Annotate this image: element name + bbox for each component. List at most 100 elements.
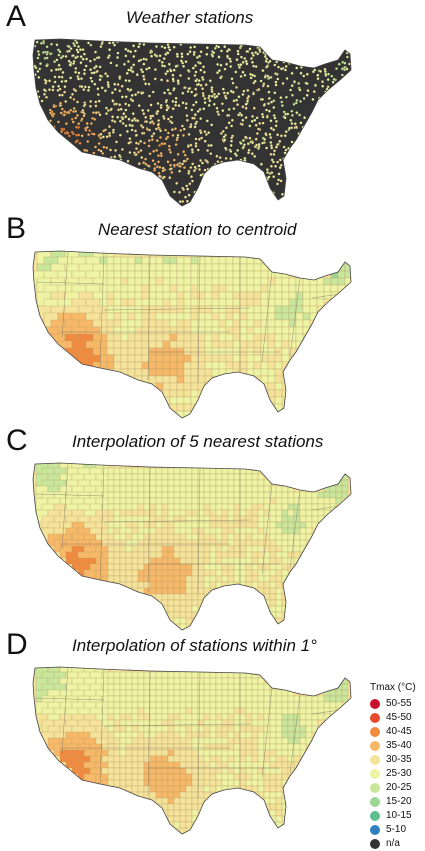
county-cell [161, 605, 169, 613]
county-cell [173, 479, 181, 487]
county-cell [107, 557, 115, 565]
county-cell [173, 743, 181, 751]
station-marker [185, 114, 189, 118]
county-cell [149, 503, 157, 511]
station-marker [267, 109, 271, 113]
county-cell [179, 527, 187, 535]
station-marker [212, 102, 216, 106]
county-cell [155, 354, 164, 363]
county-cell [179, 803, 187, 811]
county-cell [251, 677, 259, 685]
county-cell [225, 277, 234, 286]
county-cell [131, 713, 139, 721]
county-cell [316, 277, 325, 286]
station-marker [279, 134, 283, 138]
county-cell [233, 557, 241, 565]
county-cell [185, 821, 193, 829]
county-cell [330, 284, 339, 293]
county-cell [239, 485, 247, 493]
county-cell [125, 719, 133, 727]
county-cell [221, 581, 229, 589]
county-cell [185, 713, 193, 721]
station-marker [68, 63, 72, 67]
county-cell [275, 701, 283, 709]
county-cell [148, 347, 157, 356]
county-cell [293, 749, 301, 757]
station-marker [194, 144, 198, 148]
county-cell [167, 809, 175, 817]
county-cell [143, 575, 151, 583]
county-cell [185, 815, 193, 823]
county-cell [125, 713, 133, 721]
station-marker [210, 123, 214, 127]
county-cell [288, 305, 297, 314]
county-cell [203, 581, 211, 589]
county-cell [173, 605, 181, 613]
county-cell [162, 354, 171, 363]
county-cell [281, 539, 289, 547]
county-cell [191, 575, 199, 583]
station-marker [56, 120, 61, 124]
station-marker [157, 126, 161, 130]
station-marker [162, 175, 166, 179]
station-marker [174, 103, 178, 107]
station-marker [219, 76, 223, 80]
county-cell [190, 319, 199, 328]
county-cell [197, 509, 205, 517]
legend-swatch [370, 782, 380, 793]
county-cell [155, 569, 163, 577]
county-cell [260, 347, 269, 356]
county-cell [203, 785, 211, 793]
county-cell [155, 347, 164, 356]
county-cell [167, 791, 175, 799]
station-marker [207, 94, 211, 98]
county-cell [299, 731, 307, 739]
station-marker [272, 128, 276, 132]
county-cell [233, 491, 241, 499]
county-cell [215, 467, 223, 475]
county-cell [120, 256, 129, 265]
station-marker [153, 162, 157, 166]
station-marker [51, 85, 55, 89]
county-cell [309, 284, 318, 293]
county-cell [274, 277, 283, 286]
county-cell [155, 270, 164, 279]
station-marker [191, 116, 195, 120]
station-marker [225, 54, 230, 58]
station-marker [234, 85, 239, 89]
county-cell [185, 581, 193, 589]
station-marker [175, 54, 180, 58]
county-cell [179, 497, 187, 505]
station-marker [236, 52, 240, 56]
county-cell [162, 312, 171, 321]
county-cell [260, 368, 269, 377]
station-marker [290, 84, 294, 88]
county-cell [245, 695, 253, 703]
legend-label: 15-20 [386, 796, 412, 807]
station-marker [120, 147, 124, 151]
station-marker [144, 82, 148, 86]
station-marker [194, 87, 198, 91]
station-marker [334, 67, 339, 71]
station-marker [199, 68, 203, 72]
station-marker [166, 160, 170, 164]
county-cell [288, 284, 297, 293]
county-cell [131, 473, 139, 481]
county-cell [137, 695, 145, 703]
state-border [197, 671, 201, 799]
county-cell [113, 755, 121, 763]
county-cell [179, 737, 187, 745]
county-cell [239, 677, 247, 685]
county-cell [251, 533, 259, 541]
station-marker [114, 102, 118, 106]
county-cell [233, 701, 241, 709]
station-marker [133, 49, 137, 53]
county-cell [209, 779, 217, 787]
county-cell [293, 515, 301, 523]
county-cell [143, 545, 151, 553]
county-cell [275, 749, 283, 757]
county-cell [161, 593, 169, 601]
county-cell [185, 551, 193, 559]
county-cell [197, 368, 206, 377]
county-cell [191, 473, 199, 481]
